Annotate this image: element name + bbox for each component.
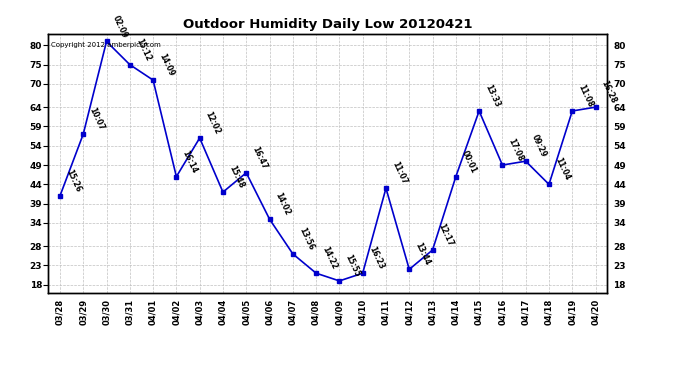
Text: 12:02: 12:02: [204, 110, 222, 136]
Text: 13:33: 13:33: [483, 83, 502, 109]
Text: 15:48: 15:48: [227, 164, 246, 190]
Text: 11:04: 11:04: [553, 156, 571, 182]
Text: 14:22: 14:22: [320, 245, 339, 271]
Text: 16:28: 16:28: [600, 79, 618, 105]
Text: 16:14: 16:14: [181, 149, 199, 174]
Text: 14:02: 14:02: [274, 191, 292, 217]
Text: 11:07: 11:07: [390, 160, 408, 186]
Text: Copyright 2012 amberpics.com: Copyright 2012 amberpics.com: [51, 42, 161, 48]
Title: Outdoor Humidity Daily Low 20120421: Outdoor Humidity Daily Low 20120421: [183, 18, 473, 31]
Text: 17:08: 17:08: [506, 137, 525, 163]
Text: 00:01: 00:01: [460, 149, 478, 174]
Text: 09:29: 09:29: [530, 134, 549, 159]
Text: 14:09: 14:09: [157, 52, 176, 78]
Text: 13:56: 13:56: [297, 226, 315, 252]
Text: 02:09: 02:09: [110, 13, 129, 39]
Text: 16:23: 16:23: [367, 245, 385, 271]
Text: 11:08: 11:08: [576, 83, 595, 109]
Text: 15:55: 15:55: [344, 254, 362, 279]
Text: 12:17: 12:17: [437, 222, 455, 248]
Text: 15:26: 15:26: [64, 168, 82, 194]
Text: 15:12: 15:12: [134, 37, 152, 63]
Text: 10:07: 10:07: [88, 106, 106, 132]
Text: 13:44: 13:44: [413, 242, 432, 267]
Text: 16:47: 16:47: [250, 145, 269, 171]
